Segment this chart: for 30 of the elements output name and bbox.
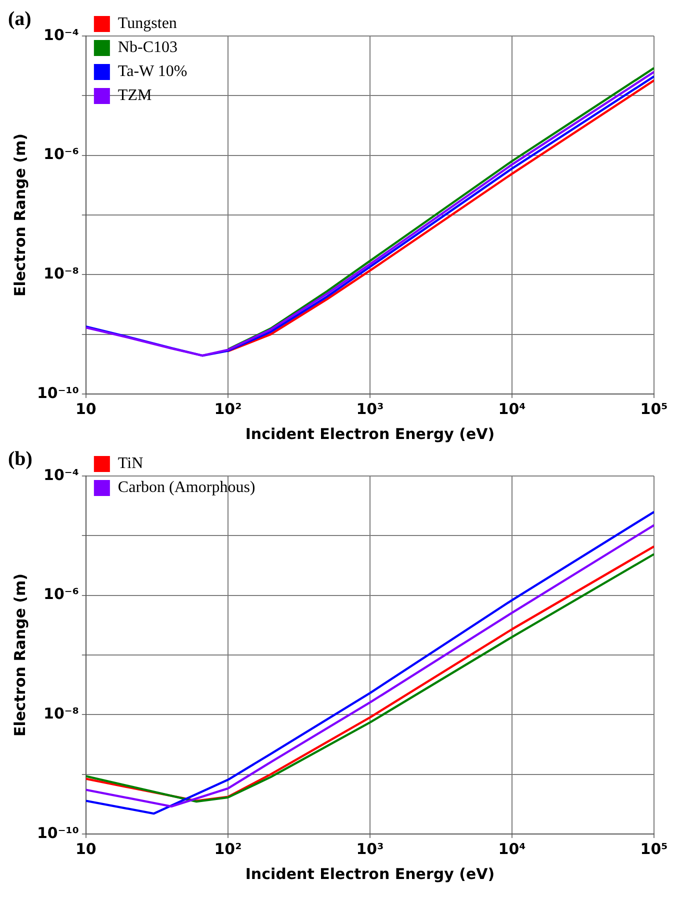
y-tick-label: 10⁻⁸ bbox=[44, 704, 79, 723]
x-tick-label: 10² bbox=[214, 400, 242, 418]
chart-title: (b) bbox=[8, 448, 32, 470]
x-tick-label: 10⁴ bbox=[498, 400, 526, 418]
x-tick-label: 10³ bbox=[356, 840, 384, 858]
legend-label: TZM bbox=[118, 87, 152, 104]
y-tick-label: 10⁻¹⁰ bbox=[36, 384, 79, 402]
y-tick-label: 10⁻⁴ bbox=[44, 26, 79, 44]
y-axis-title: Electron Range (m) bbox=[10, 573, 29, 737]
legend-label: Carbon (Amorphous) bbox=[118, 479, 256, 496]
x-tick-label: 10⁵ bbox=[640, 840, 668, 858]
legend-label: Nb-C103 bbox=[118, 39, 178, 56]
y-tick-label: 10⁻⁶ bbox=[44, 585, 79, 604]
x-tick-label: 10² bbox=[214, 840, 242, 858]
x-tick-label: 10 bbox=[75, 840, 96, 858]
x-tick-label: 10 bbox=[75, 400, 96, 418]
x-tick-label: 10⁴ bbox=[498, 840, 526, 858]
y-tick-label: 10⁻⁴ bbox=[44, 466, 79, 484]
x-tick-label: 10⁵ bbox=[640, 400, 668, 418]
legend-label: Ta-W 10% bbox=[118, 63, 188, 80]
x-axis-title: Incident Electron Energy (eV) bbox=[245, 424, 495, 443]
chart-title: (a) bbox=[8, 8, 32, 30]
legend-label: Tungsten bbox=[118, 15, 177, 32]
y-tick-label: 10⁻¹⁰ bbox=[36, 824, 79, 842]
legend-label: TiN bbox=[118, 455, 144, 472]
y-tick-label: 10⁻⁸ bbox=[44, 264, 79, 283]
y-axis-title: Electron Range (m) bbox=[10, 133, 29, 297]
x-axis-title: Incident Electron Energy (eV) bbox=[245, 864, 495, 883]
y-tick-label: 10⁻⁶ bbox=[44, 145, 79, 164]
x-tick-label: 10³ bbox=[356, 400, 384, 418]
